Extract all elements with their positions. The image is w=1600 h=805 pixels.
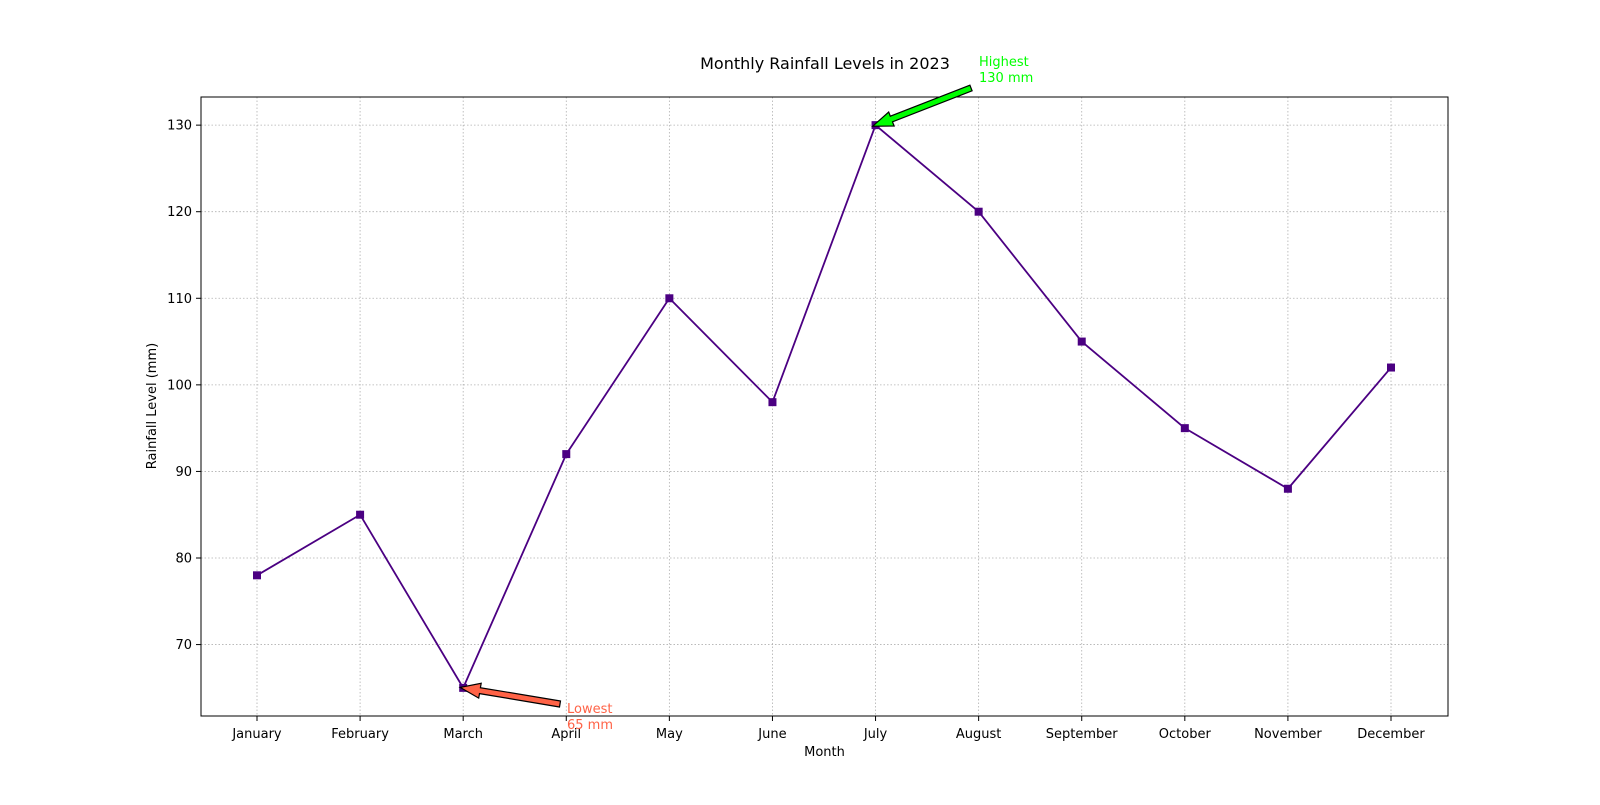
annotation-label: Lowest (567, 702, 612, 717)
chart-title: Monthly Rainfall Levels in 2023 (700, 54, 950, 73)
x-axis-label: Month (804, 745, 845, 760)
data-point (1387, 363, 1395, 372)
annotation-label: 65 mm (567, 718, 613, 733)
series-layer (256, 124, 1392, 689)
x-tick-label: December (1357, 727, 1425, 742)
x-axis-ticks: January February March April May June July Augu… (231, 716, 1425, 742)
x-tick-label: May (656, 727, 683, 742)
x-tick-label: March (443, 727, 483, 742)
y-tick-label: 130 (167, 119, 192, 134)
data-point (974, 207, 983, 216)
y-tick-label: 120 (167, 205, 192, 220)
data-point (1077, 337, 1086, 346)
x-tick-label: April (551, 727, 581, 742)
y-tick-label: 110 (167, 292, 192, 307)
data-point (356, 510, 365, 519)
x-tick-label: November (1254, 727, 1322, 742)
y-axis-ticks: 70 80 90 100 110 120 130 (167, 119, 201, 653)
data-point (768, 398, 777, 407)
plot-frame (200, 96, 1449, 717)
x-tick-label: January (231, 727, 282, 742)
annotation-label: Highest (979, 55, 1029, 70)
y-tick-label: 90 (175, 465, 192, 480)
y-tick-label: 70 (175, 638, 192, 653)
y-axis-label: Rainfall Level (mm) (145, 343, 160, 469)
series-line (256, 124, 1392, 689)
data-markers (253, 121, 1395, 692)
x-tick-label: September (1046, 727, 1119, 742)
annotation-label: 130 mm (979, 71, 1033, 86)
annotation-arrow (871, 84, 973, 127)
x-tick-label: October (1159, 727, 1212, 742)
data-point (1180, 424, 1189, 433)
data-point (665, 294, 674, 303)
data-point (562, 450, 571, 459)
x-tick-label: June (757, 727, 786, 742)
x-tick-label: July (863, 727, 888, 742)
annotation-arrow (458, 682, 562, 708)
y-tick-label: 100 (167, 378, 192, 393)
data-point (253, 571, 261, 580)
x-tick-label: August (956, 727, 1002, 742)
x-tick-label: February (331, 727, 389, 742)
data-point (1283, 484, 1292, 493)
gridlines (201, 97, 1448, 716)
y-tick-label: 80 (175, 552, 192, 567)
